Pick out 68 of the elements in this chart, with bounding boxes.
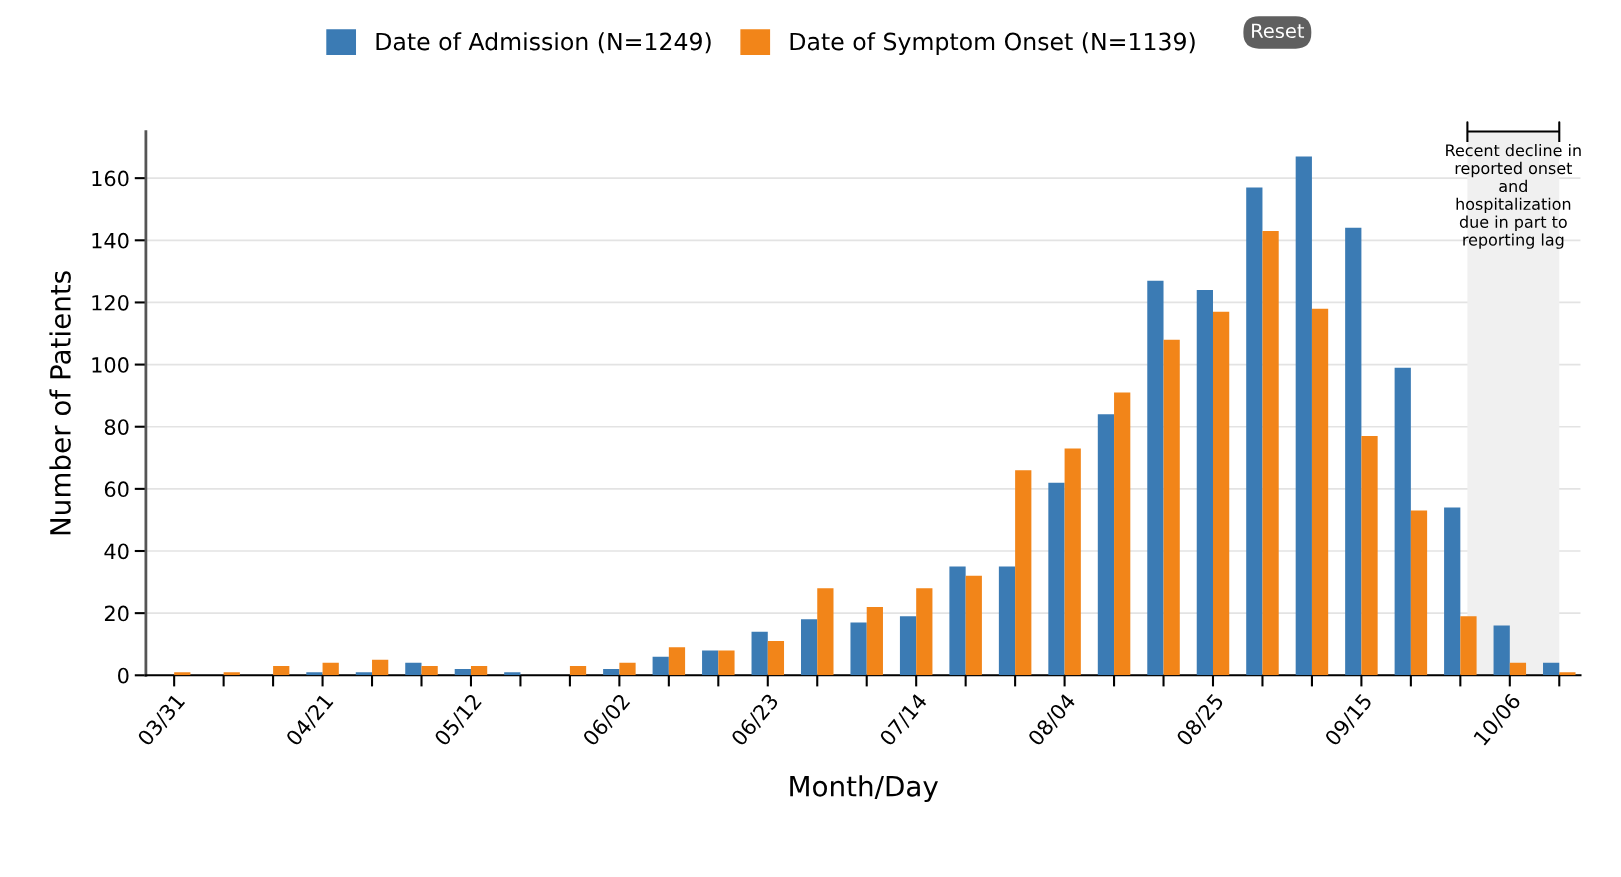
bar (817, 588, 834, 676)
bar (1114, 392, 1131, 676)
bar (718, 650, 735, 676)
bar (1460, 616, 1477, 676)
bar (751, 631, 768, 676)
y-tick-label: 160 (92, 170, 129, 187)
bar (405, 662, 422, 676)
bar (223, 672, 240, 676)
bar (306, 672, 323, 676)
bar (569, 665, 587, 676)
bar (916, 588, 933, 676)
bar (619, 662, 636, 676)
y-tick-label: 80 (104, 419, 129, 435)
bar (1543, 662, 1560, 676)
y-axis-title: Number of Patients (49, 271, 71, 535)
bar (965, 575, 982, 676)
bar (603, 669, 620, 676)
bar (174, 672, 191, 676)
bar (1064, 448, 1081, 676)
y-tick-label: 140 (92, 232, 129, 249)
bar (949, 566, 966, 676)
bar (322, 662, 339, 676)
bar (1509, 662, 1527, 676)
bar (1213, 311, 1230, 676)
bar (355, 672, 373, 676)
bar (1295, 156, 1312, 676)
bar (1163, 339, 1180, 676)
bar (1246, 187, 1263, 676)
y-tick-label: 100 (92, 357, 129, 373)
bar (702, 650, 719, 676)
bar (1262, 230, 1279, 676)
bar (998, 566, 1016, 676)
bar (1394, 367, 1411, 676)
bar (668, 647, 686, 676)
band-label: Recent decline in reported onset and hospitalization due in part to reporting lag (1446, 143, 1581, 249)
bar (652, 656, 669, 676)
bar (1196, 290, 1213, 676)
bar (273, 665, 290, 676)
bar (1410, 510, 1428, 676)
bar (800, 619, 818, 676)
y-tick-label: 60 (104, 481, 129, 498)
bar (454, 669, 471, 676)
bar (1444, 507, 1461, 676)
bar (1311, 308, 1329, 676)
bar (1015, 470, 1032, 676)
bar (1559, 672, 1576, 676)
bar (470, 665, 488, 676)
bar (421, 665, 438, 676)
bar (504, 672, 521, 676)
bar (372, 659, 389, 676)
bar (850, 622, 867, 676)
y-tick-label: 0 (118, 667, 129, 684)
bar (1345, 227, 1362, 676)
bar (1048, 482, 1065, 676)
bar (767, 641, 785, 676)
y-tick-label: 40 (104, 543, 129, 560)
legend-label: Date of Symptom Onset (N=1139) (790, 32, 1195, 55)
y-tick-label: 120 (92, 294, 129, 311)
bar (1493, 625, 1510, 676)
x-axis-title: Month/Day (790, 775, 938, 803)
text: Reset (1252, 23, 1305, 39)
legend-label: Date of Admission (N=1249) (376, 32, 711, 54)
y-tick-label: 20 (104, 605, 129, 622)
bar (1147, 280, 1164, 676)
bar (1097, 414, 1115, 676)
bar (866, 606, 883, 676)
bar (899, 616, 917, 676)
bar (1361, 436, 1378, 676)
